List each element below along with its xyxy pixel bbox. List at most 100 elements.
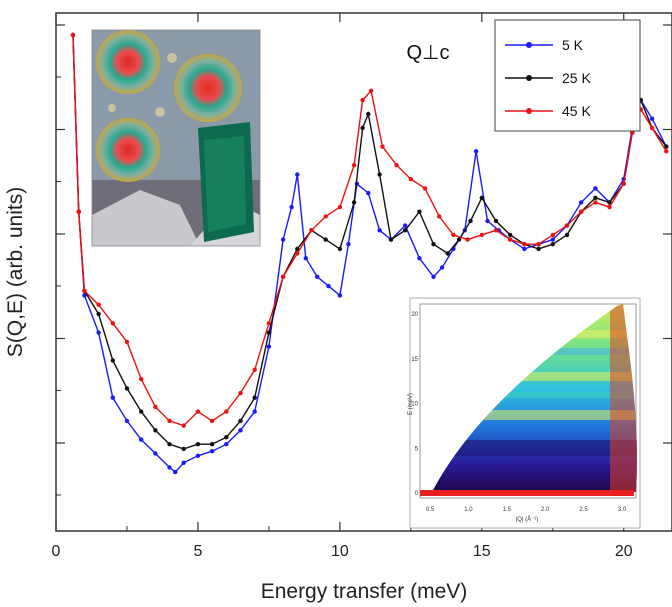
data-point-5k [167, 465, 172, 470]
data-point-5k [337, 293, 343, 298]
data-point-5k [173, 469, 178, 475]
inset-y-tick-label: 15 [411, 357, 418, 363]
data-point-5k [550, 237, 555, 242]
data-point-45k [522, 242, 527, 247]
data-point-25k [417, 209, 422, 214]
data-point-45k [368, 88, 374, 94]
tick-layer: 0 5 10 15 20 [52, 13, 672, 560]
data-point-45k [70, 32, 76, 38]
x-axis-label: Energy transfer (meV) [261, 580, 468, 603]
data-point-45k [564, 223, 570, 228]
legend-label-25k: 25 K [562, 70, 591, 86]
data-point-45k [238, 390, 243, 396]
data-point-5k [295, 172, 300, 177]
series-line-45k [72, 34, 667, 427]
data-point-25k [468, 218, 473, 224]
data-point-25k [337, 246, 343, 252]
data-point-25k [110, 358, 116, 363]
data-point-45k [408, 176, 413, 182]
data-point-45k [465, 237, 470, 242]
inset-axis-ticks: 0 5 10 15 20 0.5 1.0 1.5 2.0 2.5 3.0 [411, 312, 627, 513]
data-point-5k [209, 449, 215, 454]
data-point-45k [607, 204, 612, 210]
data-point-25k [664, 144, 669, 149]
data-point-45k [266, 321, 272, 326]
x-tick-label: 15 [473, 543, 491, 560]
data-point-25k [536, 246, 541, 252]
geometry-annotation: Q⊥c [407, 42, 450, 64]
data-point-45k [323, 214, 328, 219]
data-point-45k [451, 232, 456, 238]
data-point-5k [289, 204, 294, 210]
inset-y-tick-label: 0 [415, 491, 419, 497]
data-point-45k [664, 149, 669, 154]
data-point-25k [167, 442, 172, 447]
legend-marker-25k [526, 75, 532, 81]
data-point-25k [403, 228, 408, 233]
data-point-45k [209, 418, 215, 424]
data-point-5k [403, 223, 408, 228]
data-point-25k [377, 172, 382, 177]
data-point-45k [181, 423, 186, 428]
x-tick-label: 20 [615, 543, 633, 560]
data-point-5k [82, 293, 87, 298]
data-point-25k [139, 409, 144, 414]
data-point-25k [508, 232, 513, 238]
data-point-5k [473, 149, 479, 154]
data-point-45k [295, 251, 300, 256]
data-point-25k [238, 418, 243, 424]
inset-x-tick-label: 2.0 [541, 507, 550, 513]
inset-y-tick-label: 5 [415, 446, 419, 452]
data-point-45k [579, 209, 584, 214]
data-point-25k [366, 111, 371, 117]
data-point-5k [153, 451, 158, 456]
x-tick-label: 5 [193, 543, 202, 560]
data-point-45k [309, 228, 314, 233]
inset-ylabel: E (meV) [408, 393, 414, 415]
data-point-5k [366, 190, 371, 196]
data-point-5k [238, 428, 243, 433]
data-point-45k [649, 125, 655, 131]
data-point-5k [303, 256, 308, 261]
x-tick-label: 10 [331, 543, 349, 560]
data-point-45k [280, 274, 286, 279]
data-point-45k [110, 321, 116, 326]
inset-x-tick-label: 2.5 [579, 507, 588, 513]
data-point-45k [536, 242, 541, 247]
data-point-25k [209, 442, 215, 447]
data-point-25k [564, 232, 570, 238]
legend-marker-5k [526, 42, 532, 48]
data-point-5k [224, 442, 229, 447]
y-axis-label: S(Q,E) (arb. units) [4, 187, 27, 357]
data-point-45k [124, 339, 130, 345]
data-point-45k [76, 209, 81, 214]
data-point-5k [593, 186, 598, 191]
data-point-25k [181, 446, 186, 452]
data-point-25k [607, 200, 612, 205]
data-point-25k [550, 242, 555, 247]
data-point-5k [377, 228, 382, 233]
data-point-5k [649, 116, 655, 121]
inset-x-tick-label: 1.5 [503, 507, 512, 513]
data-point-45k [479, 232, 484, 238]
data-point-5k [417, 256, 422, 261]
inset-y-tick-label: 20 [411, 312, 418, 318]
data-point-45k [153, 404, 158, 410]
data-point-25k [445, 251, 450, 256]
data-point-5k [485, 218, 490, 224]
data-point-45k [252, 367, 257, 372]
series-layer [70, 32, 669, 475]
inset-x-tick-label: 3.0 [618, 507, 627, 513]
data-point-25k [224, 435, 229, 440]
sqe-map-inset [409, 297, 641, 529]
data-point-25k [360, 125, 365, 131]
data-point-5k [195, 453, 201, 458]
data-point-25k [153, 428, 158, 433]
inset-y-tick-label: 10 [411, 402, 418, 408]
data-point-5k [124, 418, 130, 424]
data-point-5k [315, 274, 320, 279]
data-point-25k [351, 200, 357, 205]
data-point-5k [522, 246, 527, 252]
data-point-25k [479, 195, 484, 200]
data-point-5k [579, 200, 584, 205]
